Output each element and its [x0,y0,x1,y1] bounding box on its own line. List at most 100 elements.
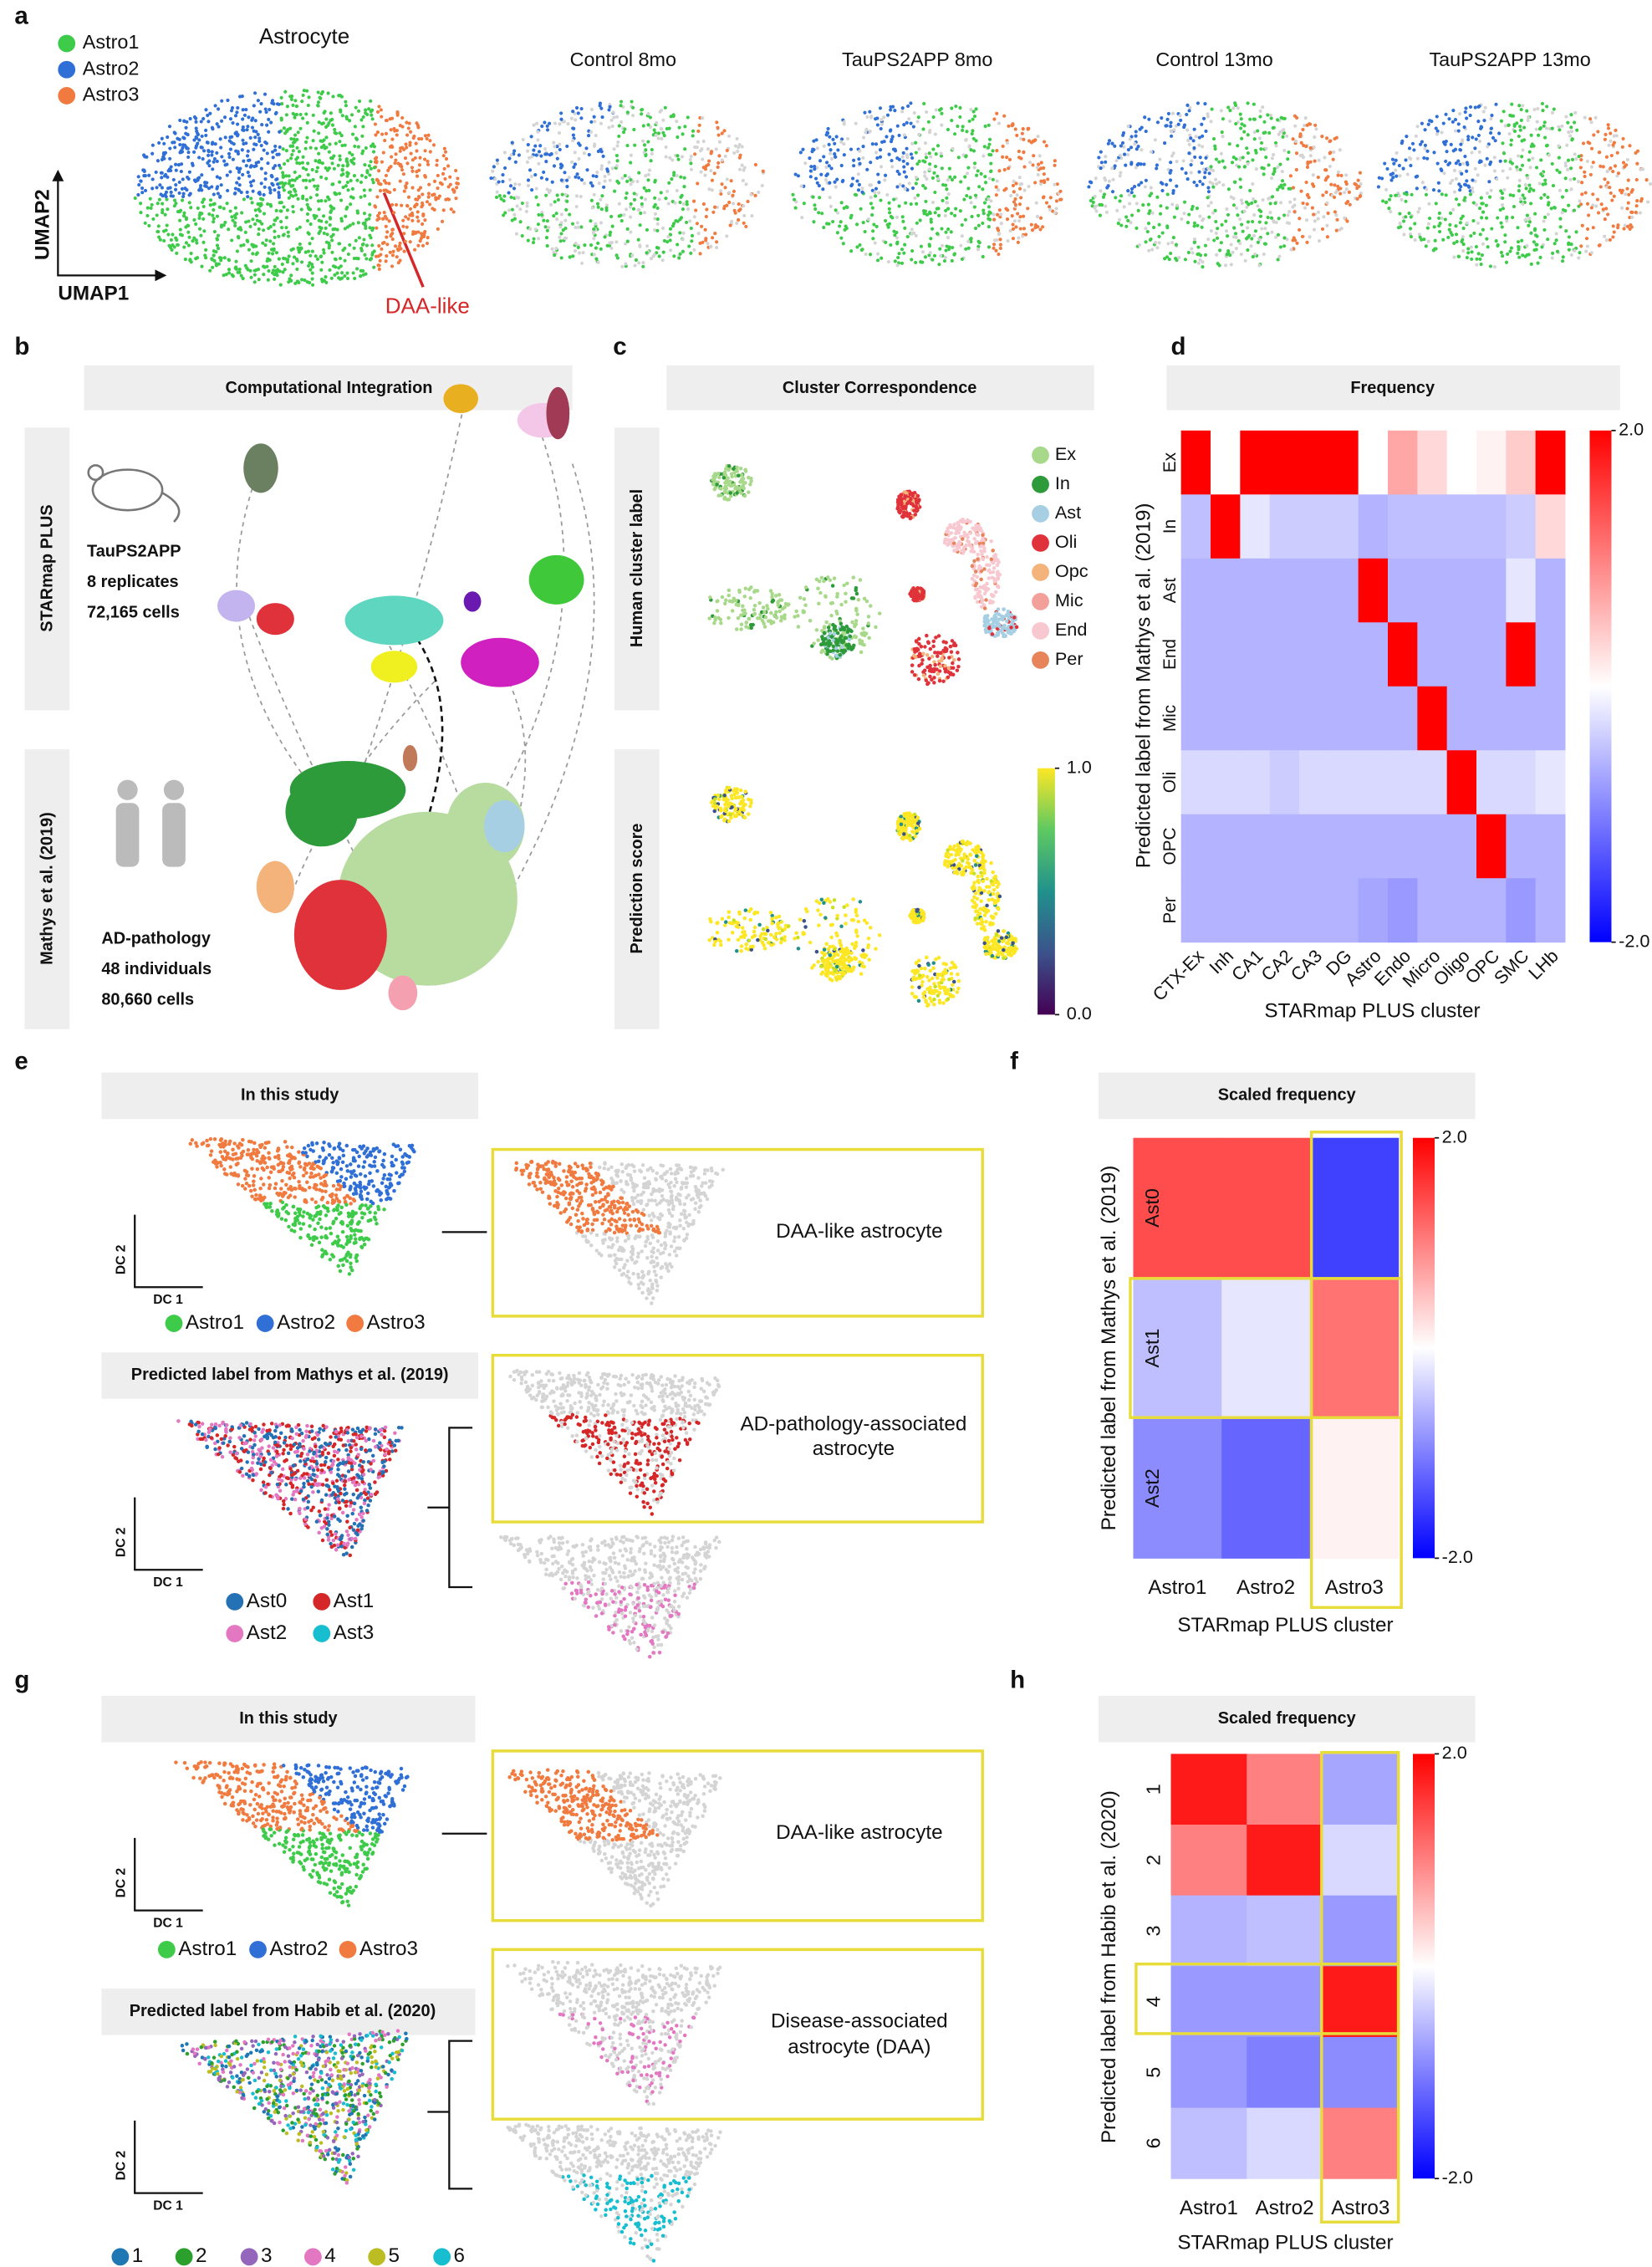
scatter-point [249,197,253,201]
scatter-point [253,208,257,212]
scatter-point [373,122,378,126]
scatter-point [712,942,716,947]
scatter-point [966,186,971,191]
scatter-point [1561,255,1565,259]
scatter-point [931,176,935,180]
scatter-point [563,192,568,197]
scatter-point [236,151,241,156]
scatter-point [600,194,604,198]
scatter-point [384,259,388,263]
scatter-point [1126,124,1130,129]
scatter-point [599,106,604,110]
scatter-point [1520,238,1524,243]
scatter-point [676,154,680,158]
scatter-point [385,243,390,247]
scatter-point [869,196,873,200]
scatter-point [736,149,740,154]
scatter-point [854,913,859,918]
scatter-point [1585,159,1589,164]
scatter-point [1181,159,1185,163]
scatter-point [416,210,420,214]
scatter-point [1522,197,1527,201]
scatter-point [385,217,389,221]
scatter-point [1433,238,1437,243]
scatter-point [1533,212,1537,216]
scatter-point [851,575,856,580]
header-box [84,365,573,411]
scatter-point [1001,155,1005,159]
scatter-point [1454,197,1459,202]
scatter-point [1088,180,1093,184]
scatter-point [370,177,375,181]
scatter-point [1195,183,1199,187]
scatter-point [727,593,731,598]
scatter-point [233,191,237,195]
scatter-point [1620,206,1624,210]
scatter-point [1468,192,1473,197]
scatter-point [370,257,374,261]
scatter-point [835,913,839,918]
scatter-point [370,113,374,117]
scatter-point [196,132,201,136]
scatter-point [736,925,741,929]
scatter-point [192,138,196,142]
scatter-point [1197,143,1201,147]
scatter-point [1380,176,1384,181]
scatter-point [960,257,965,262]
scatter-point [752,929,757,934]
scatter-point [1019,181,1024,186]
scatter-point [678,200,682,205]
scatter-point [1227,142,1231,146]
scatter-point [681,237,685,242]
scatter-point [987,146,991,150]
scatter-point [779,940,783,945]
scatter-point [156,202,160,206]
scatter-point [426,133,431,137]
scatter-point [236,234,241,238]
scatter-point [543,120,547,125]
scatter-point [331,264,336,268]
scatter-point [770,591,774,596]
scatter-point [1012,200,1017,204]
scatter-point [186,175,190,180]
scatter-point [738,788,743,793]
scatter-point [624,262,628,266]
scatter-point [390,137,395,141]
scatter-point [389,128,393,132]
scatter-point [742,221,746,225]
scatter-point [1287,150,1291,155]
scatter-point [1158,212,1163,216]
scatter-point [836,148,840,152]
scatter-point [163,174,167,178]
scatter-point [279,201,283,205]
scatter-point [1418,235,1422,239]
scatter-point [418,156,422,160]
scatter-point [287,254,291,258]
scatter-point [822,155,826,159]
scatter-point [1185,221,1191,225]
scatter-point [164,190,169,194]
scatter-point [1203,102,1207,106]
scatter-point [1425,187,1429,191]
scatter-point [1459,185,1463,189]
scatter-point [620,218,624,223]
scatter-point [307,207,311,212]
scatter-point [1497,131,1502,135]
scatter-point [451,210,456,214]
scatter-point [176,163,181,167]
scatter-point [752,589,757,593]
scatter-point [768,911,773,915]
scatter-point [1228,119,1232,124]
scatter-point [737,202,741,207]
scatter-point [566,121,570,126]
scatter-point [1485,191,1490,196]
scatter-point [592,227,596,232]
scatter-point [1121,130,1126,135]
scatter-point [716,165,720,169]
scatter-point [189,251,193,256]
scatter-point [818,159,823,163]
scatter-point [914,176,918,180]
scatter-point [928,210,932,214]
scatter-point [291,149,295,153]
scatter-point [717,797,721,802]
